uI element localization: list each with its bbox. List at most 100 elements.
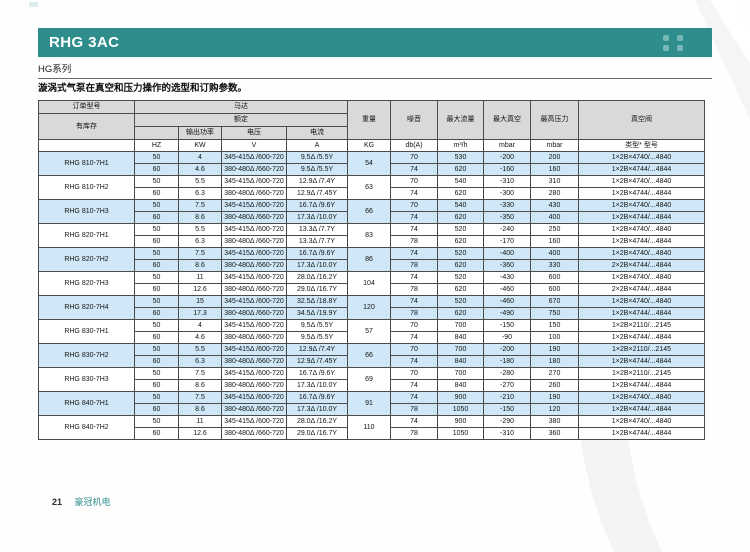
cell-pressure: 430: [530, 199, 579, 212]
selection-parameters-table: 订单型号 马达 重量 噪音 最大流量 最大真空 最高压力 真空阀 有库存 额定 …: [38, 100, 705, 440]
cell-kw: 8.6: [178, 259, 222, 272]
cell-a: 13.3Δ /7.7Y: [286, 223, 348, 236]
cell-vacuum: -240: [483, 223, 531, 236]
cell-pressure: 200: [530, 151, 579, 164]
cell-v: 380-480Δ /660-720: [221, 307, 287, 320]
cell-a: 28.0Δ /16.2Y: [286, 415, 348, 428]
cell-model: RHG 810-7H1: [38, 151, 135, 176]
cell-flow: 620: [437, 235, 484, 248]
cell-v: 345-415Δ /600-720: [221, 199, 287, 212]
cell-kw: 12.6: [178, 427, 222, 440]
header-output-power: 输出功率: [178, 126, 222, 140]
cell-model: RHG 830-7H3: [38, 367, 135, 392]
cell-model: RHG 830-7H1: [38, 319, 135, 344]
cell-kw: 6.3: [178, 187, 222, 200]
cell-a: 17.3Δ /10.0Y: [286, 259, 348, 272]
cell-kw: 11: [178, 415, 222, 428]
cell-a: 17.3Δ /10.0Y: [286, 211, 348, 224]
unit-valve: 类型* 型号: [578, 139, 705, 152]
unit-blank: [38, 139, 135, 152]
cell-a: 12.9Δ /7.45Y: [286, 355, 348, 368]
cell-flow: 840: [437, 355, 484, 368]
cell-a: 29.0Δ /16.7Y: [286, 427, 348, 440]
cell-flow: 520: [437, 223, 484, 236]
cell-flow: 1050: [437, 427, 484, 440]
cell-weight: 69: [347, 367, 391, 392]
cell-noise: 74: [390, 211, 438, 224]
header-max-pressure: 最高压力: [530, 100, 579, 140]
cell-vacuum: -160: [483, 163, 531, 176]
cell-hz: 50: [134, 367, 179, 380]
dot-icon: [663, 45, 669, 51]
cell-v: 345-415Δ /600-720: [221, 271, 287, 284]
header-max-flow: 最大流量: [437, 100, 484, 140]
cell-pressure: 270: [530, 367, 579, 380]
unit-noise: db(A): [390, 139, 438, 152]
cell-flow: 540: [437, 199, 484, 212]
units-row: HZ KW V A KG db(A) m³/h mbar mbar 类型* 型号: [38, 139, 705, 152]
cell-noise: 74: [390, 187, 438, 200]
cell-vacuum: -350: [483, 211, 531, 224]
cell-noise: 70: [390, 367, 438, 380]
cell-kw: 5.5: [178, 175, 222, 188]
cell-noise: 70: [390, 175, 438, 188]
cell-pressure: 360: [530, 427, 579, 440]
cell-kw: 17.3: [178, 307, 222, 320]
cell-noise: 74: [390, 415, 438, 428]
cell-model: RHG 840-7H1: [38, 391, 135, 416]
cell-kw: 15: [178, 295, 222, 308]
cell-noise: 74: [390, 223, 438, 236]
cell-vacuum: -270: [483, 379, 531, 392]
cell-weight: 54: [347, 151, 391, 176]
header-row-2: 有库存 额定: [38, 113, 705, 140]
cell-pressure: 380: [530, 415, 579, 428]
cell-a: 16.7Δ /9.6Y: [286, 199, 348, 212]
cell-hz: 60: [134, 211, 179, 224]
cell-a: 29.0Δ /16.7Y: [286, 283, 348, 296]
cell-valve: 1×2B×2110/...2145: [578, 343, 705, 356]
cell-v: 345-415Δ /600-720: [221, 223, 287, 236]
cell-kw: 8.6: [178, 403, 222, 416]
cell-hz: 50: [134, 271, 179, 284]
cell-hz: 60: [134, 403, 179, 416]
cell-weight: 66: [347, 199, 391, 224]
cell-a: 9.5Δ /5.5Y: [286, 151, 348, 164]
cell-noise: 78: [390, 307, 438, 320]
cell-kw: 6.3: [178, 355, 222, 368]
spec-table: 订单型号 马达 重量 噪音 最大流量 最大真空 最高压力 真空阀 有库存 额定 …: [38, 100, 705, 440]
cell-kw: 8.6: [178, 211, 222, 224]
cell-noise: 74: [390, 271, 438, 284]
cell-hz: 60: [134, 187, 179, 200]
cell-valve: 2×2B×4744/...4844: [578, 259, 705, 272]
header-vacuum-valve: 真空阀: [578, 100, 705, 140]
cell-a: 9.5Δ /5.5Y: [286, 163, 348, 176]
cell-hz: 50: [134, 343, 179, 356]
cell-valve: 1×2B×2110/...2145: [578, 367, 705, 380]
cell-valve: 1×2B×4740/...4840: [578, 415, 705, 428]
cell-noise: 74: [390, 247, 438, 260]
cell-flow: 700: [437, 343, 484, 356]
unit-pressure: mbar: [530, 139, 579, 152]
cell-valve: 1×2B×4744/...4844: [578, 427, 705, 440]
cell-flow: 620: [437, 163, 484, 176]
cell-model: RHG 840-7H2: [38, 415, 135, 440]
cell-pressure: 160: [530, 235, 579, 248]
cell-v: 345-415Δ /600-720: [221, 391, 287, 404]
cell-a: 12.9Δ /7.4Y: [286, 343, 348, 356]
cell-weight: 91: [347, 391, 391, 416]
cell-vacuum: -460: [483, 295, 531, 308]
page-title: RHG 3AC: [49, 34, 120, 51]
cell-pressure: 150: [530, 319, 579, 332]
cell-weight: 83: [347, 223, 391, 248]
cell-pressure: 330: [530, 259, 579, 272]
cell-noise: 74: [390, 355, 438, 368]
cell-vacuum: -150: [483, 403, 531, 416]
cell-valve: 1×2B×2110/...2145: [578, 319, 705, 332]
cell-a: 16.7Δ /9.6Y: [286, 391, 348, 404]
cell-noise: 78: [390, 283, 438, 296]
cell-noise: 70: [390, 151, 438, 164]
cell-model: RHG 810-7H2: [38, 175, 135, 200]
unit-kw: KW: [178, 139, 222, 152]
subtitle: 漩涡式气泵在真空和压力操作的选型和订购参数。: [38, 83, 248, 94]
cell-pressure: 250: [530, 223, 579, 236]
